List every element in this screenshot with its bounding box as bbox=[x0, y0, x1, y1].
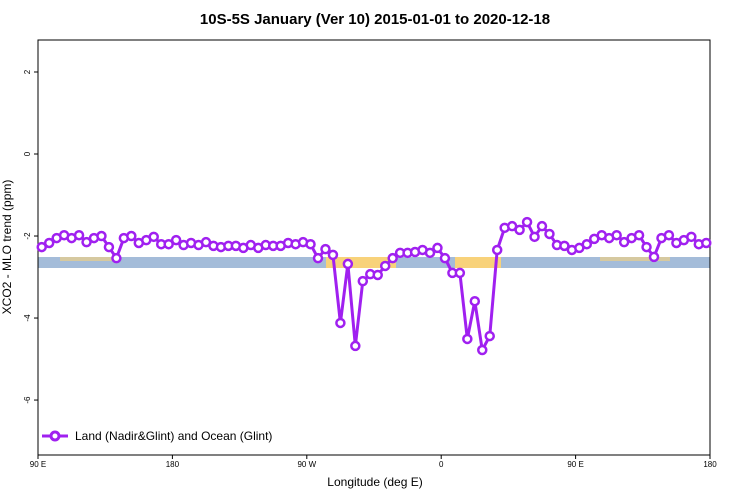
land-band bbox=[60, 257, 120, 261]
y-tick-label: 2 bbox=[23, 69, 32, 74]
data-point bbox=[320, 243, 331, 255]
data-point bbox=[81, 236, 92, 248]
data-point bbox=[462, 333, 473, 345]
data-point bbox=[559, 240, 570, 252]
legend-label: Land (Nadir&Glint) and Ocean (Glint) bbox=[75, 429, 272, 443]
y-axis-label: XCO2 - MLO trend (ppm) bbox=[0, 180, 14, 315]
data-point bbox=[387, 252, 398, 264]
data-point bbox=[663, 229, 675, 241]
x-tick-label: 90 W bbox=[297, 460, 316, 469]
data-point bbox=[618, 236, 630, 248]
data-point bbox=[581, 238, 593, 250]
data-point bbox=[611, 229, 622, 241]
data-point bbox=[357, 275, 369, 287]
data-point bbox=[327, 249, 339, 261]
y-tick-label: 0 bbox=[23, 151, 32, 156]
data-point bbox=[641, 241, 652, 253]
legend-marker bbox=[49, 430, 61, 442]
x-tick-label: 90 E bbox=[30, 460, 46, 469]
data-point bbox=[424, 247, 436, 259]
data-point bbox=[633, 229, 645, 241]
data-point bbox=[648, 251, 660, 263]
data-point bbox=[96, 230, 107, 242]
data-point bbox=[379, 260, 391, 272]
land-band bbox=[600, 257, 670, 261]
x-tick-label: 180 bbox=[703, 460, 717, 469]
data-point bbox=[103, 241, 115, 253]
land-band bbox=[326, 257, 396, 268]
legend: Land (Nadir&Glint) and Ocean (Glint) bbox=[42, 429, 272, 443]
data-point bbox=[163, 238, 174, 250]
data-point bbox=[439, 252, 451, 264]
data-point bbox=[701, 237, 712, 249]
data-point bbox=[111, 252, 122, 264]
data-point bbox=[686, 231, 697, 243]
data-point bbox=[126, 230, 137, 242]
data-point bbox=[350, 340, 361, 352]
data-point bbox=[43, 237, 55, 249]
data-point bbox=[477, 344, 488, 356]
data-point bbox=[484, 330, 495, 342]
y-tick-label: -2 bbox=[23, 232, 32, 240]
data-point bbox=[342, 258, 354, 270]
data-point bbox=[312, 252, 324, 264]
y-tick-label: -4 bbox=[23, 314, 32, 322]
x-tick-label: 0 bbox=[439, 460, 444, 469]
data-point bbox=[469, 295, 481, 307]
data-point bbox=[170, 234, 182, 246]
data-point bbox=[73, 229, 85, 241]
data-point bbox=[305, 238, 316, 250]
data-point bbox=[529, 231, 540, 243]
data-point bbox=[544, 228, 555, 240]
data-point bbox=[335, 317, 346, 329]
data-point bbox=[454, 267, 466, 279]
data-point bbox=[521, 216, 533, 228]
data-point bbox=[536, 220, 548, 232]
data-point bbox=[148, 231, 159, 243]
data-point bbox=[36, 241, 47, 253]
data-point bbox=[491, 244, 503, 256]
land-band bbox=[455, 257, 501, 268]
data-point bbox=[372, 269, 383, 281]
chart-title: 10S-5S January (Ver 10) 2015-01-01 to 20… bbox=[200, 11, 550, 28]
x-axis-label: Longitude (deg E) bbox=[327, 475, 422, 489]
y-tick-label: -6 bbox=[23, 396, 32, 404]
data-point bbox=[432, 242, 443, 254]
surface-band bbox=[38, 257, 710, 268]
data-point bbox=[514, 224, 525, 236]
x-tick-label: 180 bbox=[166, 460, 180, 469]
x-tick-label: 90 E bbox=[567, 460, 583, 469]
